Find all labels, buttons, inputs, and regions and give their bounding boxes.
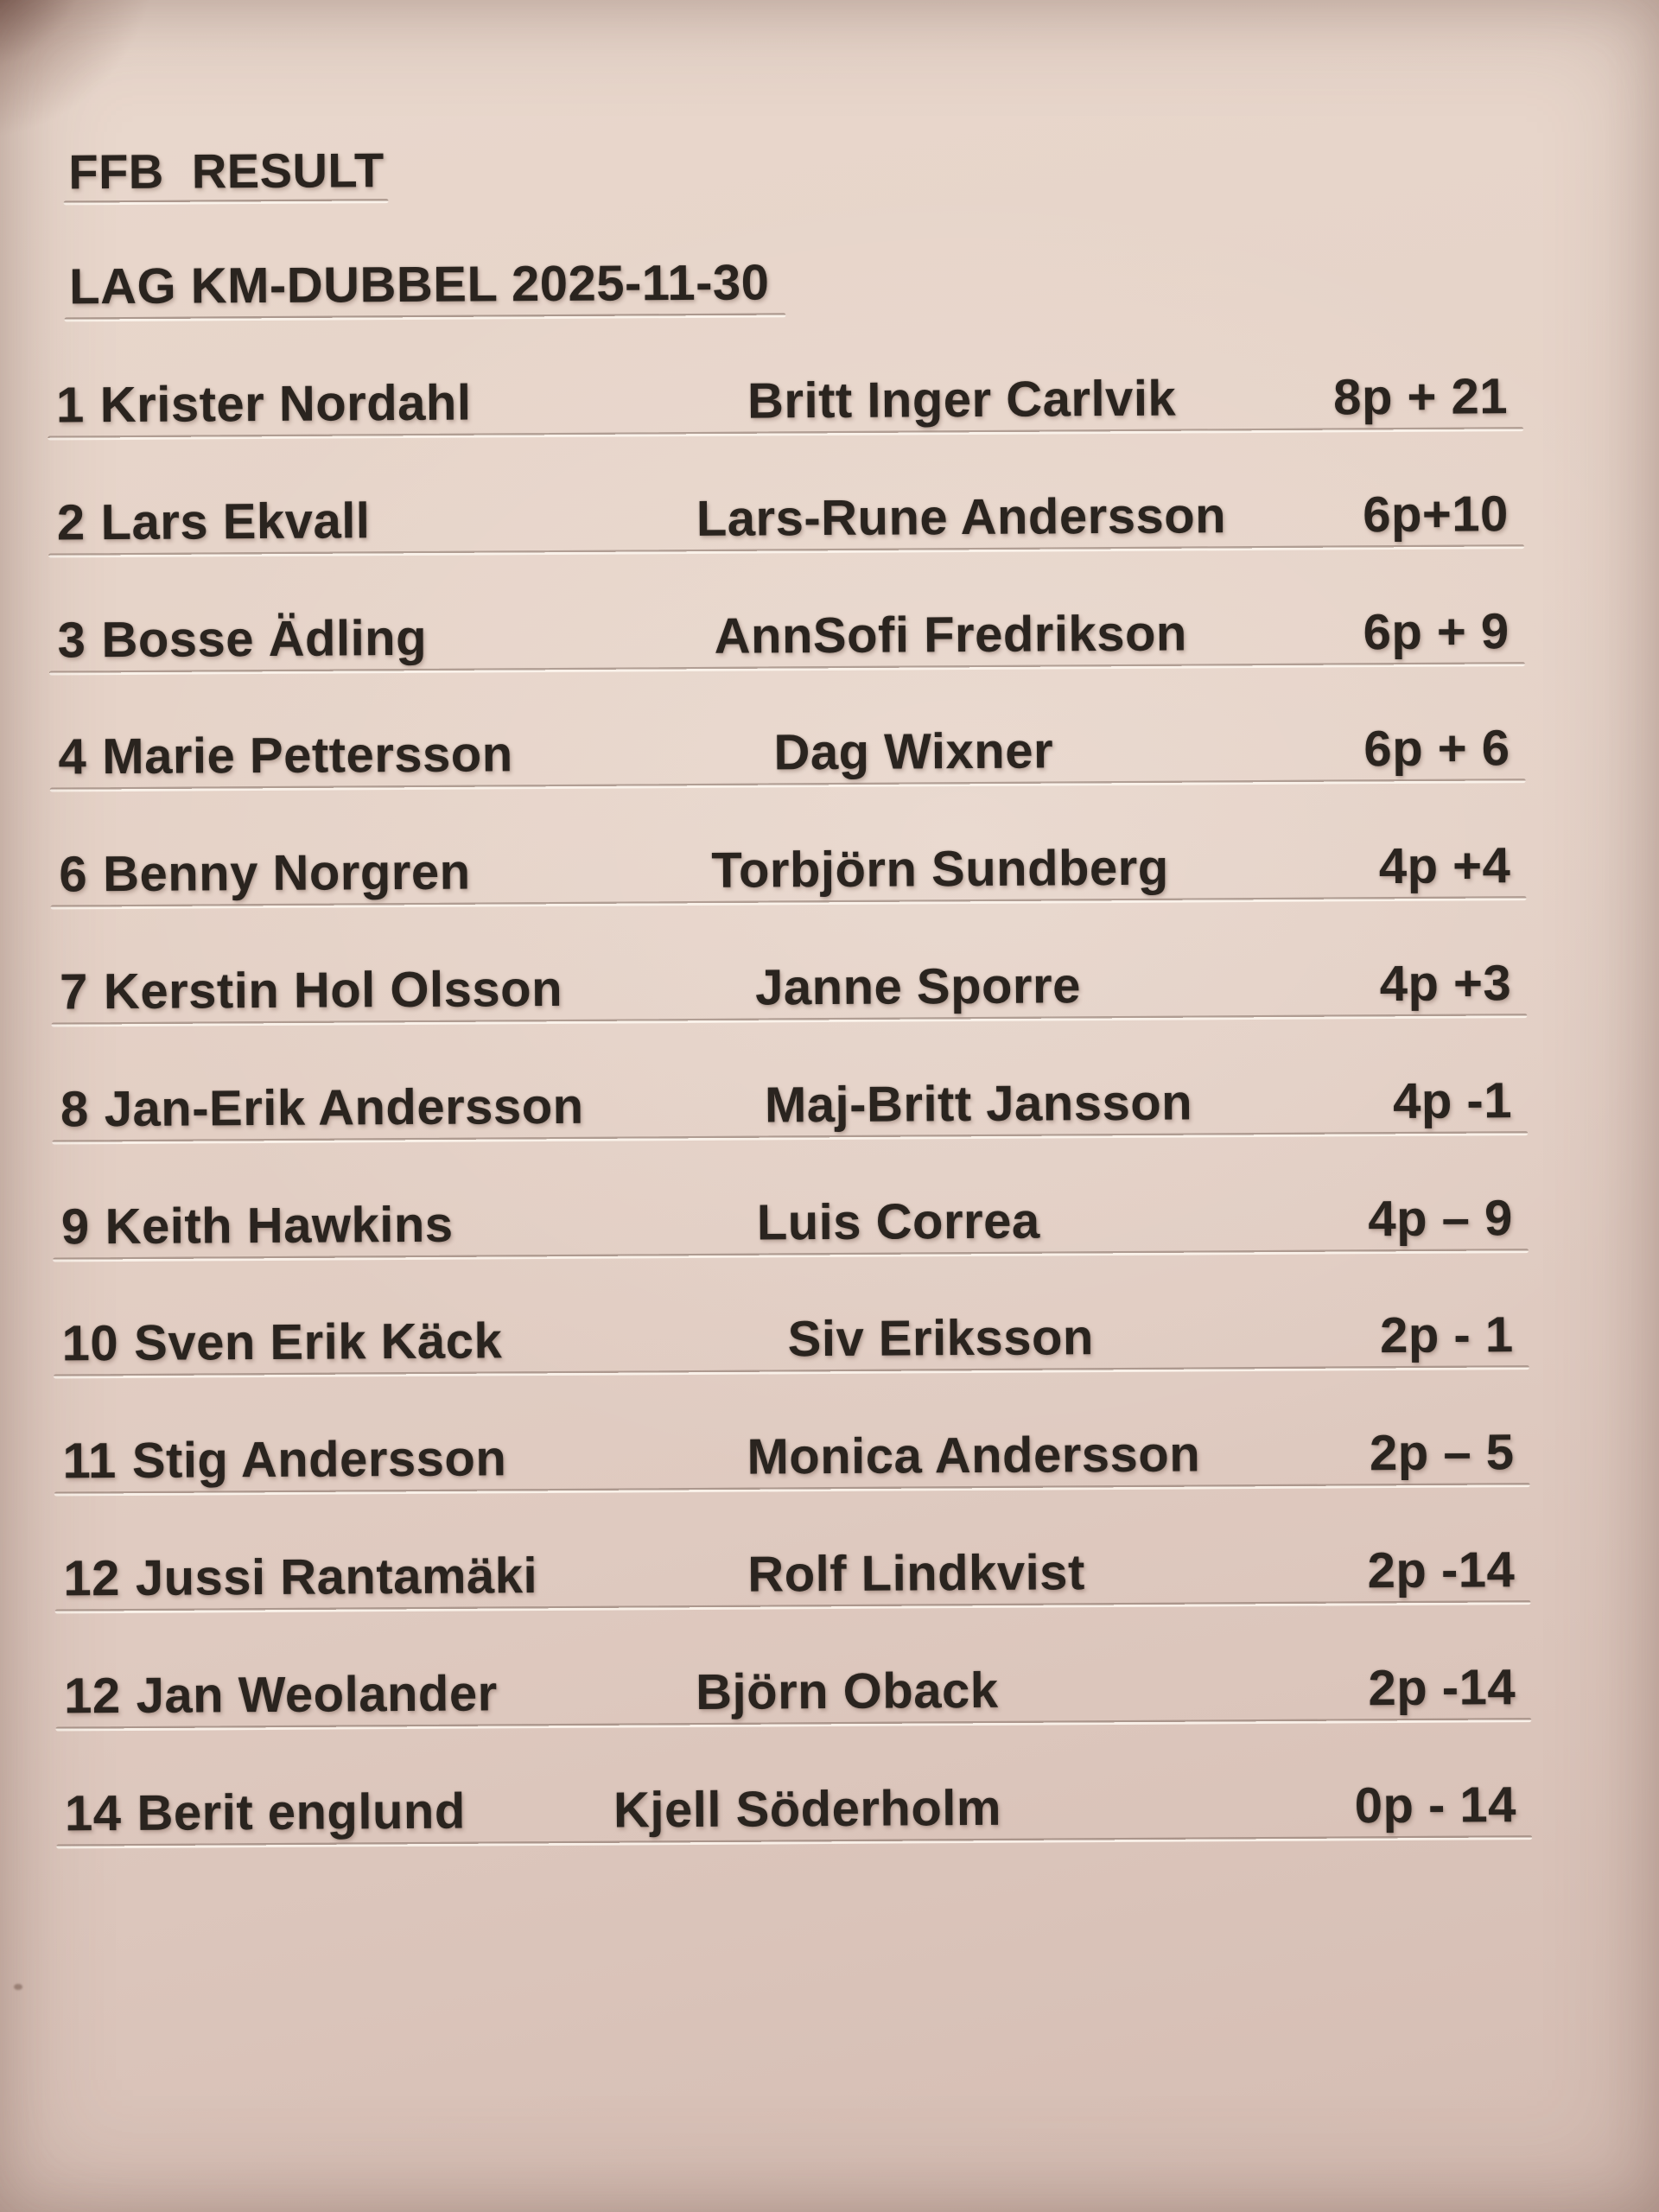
result-row: 12 Jussi Rantamäki Rolf Lindkvist 2p -14 — [63, 1541, 1516, 1618]
score-value: 2p -14 — [1368, 1659, 1516, 1717]
rank-number: 6 — [59, 846, 88, 903]
team-cell: 4 Marie Pettersson — [58, 726, 773, 785]
result-row: 10 Sven Erik Käck Siv Eriksson 2p - 1 — [61, 1306, 1514, 1382]
player1-name: Marie Pettersson — [102, 726, 513, 785]
player1-name: Krister Nordahl — [99, 374, 472, 434]
team-cell: 6 Benny Norgren — [59, 843, 711, 903]
score-value: 6p + 6 — [1363, 720, 1510, 778]
player2-name: Rolf Lindkvist — [747, 1544, 1085, 1603]
player1-name: Lars Ekvall — [100, 493, 371, 551]
result-row: 9 Keith Hawkins Luis Correa 4p – 9 — [61, 1190, 1514, 1266]
score-value: 4p +3 — [1379, 955, 1512, 1013]
result-row: 2 Lars Ekvall Lars-Rune Andersson 6p+10 — [57, 486, 1510, 562]
score-value: 8p + 21 — [1332, 368, 1509, 426]
player2-name: Kjell Söderholm — [613, 1779, 1002, 1839]
player2-name: AnnSofi Fredrikson — [714, 605, 1188, 664]
rank-number: 3 — [57, 612, 86, 669]
result-row: 3 Bosse Ädling AnnSofi Fredrikson 6p + 9 — [57, 603, 1510, 679]
player1-name: Jan Weolander — [136, 1665, 498, 1724]
player1-name: Sven Erik Käck — [133, 1313, 503, 1371]
rank-number: 4 — [58, 728, 87, 785]
result-row: 4 Marie Pettersson Dag Wixner 6p + 6 — [58, 720, 1510, 796]
score-value: 4p – 9 — [1368, 1190, 1514, 1248]
result-row: 11 Stig Andersson Monica Andersson 2p – 5 — [62, 1424, 1515, 1500]
team-cell: 9 Keith Hawkins — [61, 1197, 757, 1255]
result-row: 1 Krister Nordahl Britt Inger Carlvik 8p + … — [55, 368, 1509, 444]
team-cell: 2 Lars Ekvall — [57, 493, 696, 550]
player2-name: Lars-Rune Andersson — [696, 487, 1227, 547]
player2-name: Dag Wixner — [773, 722, 1054, 781]
result-row: 14 Berit englund Kjell Söderholm 0p - 14 — [64, 1777, 1517, 1853]
player1-name: Stig Andersson — [131, 1430, 507, 1489]
result-row: 12 Jan Weolander Björn Oback 2p -14 — [63, 1659, 1516, 1735]
rank-number: 2 — [56, 494, 86, 551]
player1-name: Kerstin Hol Olsson — [103, 960, 563, 1020]
team-cell: 10 Sven Erik Käck — [61, 1313, 787, 1372]
rank-number: 10 — [61, 1315, 119, 1372]
rank-number: 9 — [60, 1198, 90, 1255]
player1-name: Berit englund — [137, 1783, 466, 1841]
player2-name: Björn Oback — [695, 1662, 999, 1720]
score-value: 6p + 9 — [1363, 603, 1510, 661]
player2-name: Britt Inger Carlvik — [747, 370, 1177, 429]
team-cell: 12 Jussi Rantamäki — [63, 1548, 747, 1606]
score-value: 2p -14 — [1367, 1541, 1516, 1599]
player2-name: Monica Andersson — [747, 1426, 1201, 1485]
team-cell: 11 Stig Andersson — [62, 1430, 747, 1490]
team-cell: 1 Krister Nordahl — [55, 374, 747, 434]
player1-name: Jussi Rantamäki — [135, 1548, 538, 1606]
player2-name: Luis Correa — [756, 1192, 1040, 1251]
team-cell: 8 Jan-Erik Andersson — [60, 1077, 765, 1138]
result-row: 6 Benny Norgren Torbjörn Sundberg 4p +4 — [59, 837, 1511, 913]
score-value: 4p -1 — [1392, 1072, 1513, 1130]
score-value: 6p+10 — [1363, 486, 1510, 543]
player1-name: Keith Hawkins — [105, 1196, 454, 1255]
rank-number: 1 — [55, 377, 85, 434]
paper-speck — [14, 1984, 22, 1990]
team-cell: 7 Kerstin Hol Olsson — [59, 960, 755, 1020]
rank-number: 7 — [59, 963, 89, 1020]
player1-name: Jan-Erik Andersson — [104, 1077, 584, 1138]
score-value: 0p - 14 — [1354, 1777, 1517, 1834]
result-row: 8 Jan-Erik Andersson Maj-Britt Jansson 4p -… — [60, 1072, 1513, 1148]
team-cell: 12 Jan Weolander — [63, 1665, 696, 1725]
score-value: 4p +4 — [1378, 837, 1511, 895]
player1-name: Bosse Ädling — [101, 609, 428, 669]
player2-name: Maj-Britt Jansson — [764, 1074, 1193, 1134]
rank-number: 12 — [63, 1668, 121, 1725]
result-row: 7 Kerstin Hol Olsson Janne Sporre 4p +3 — [59, 955, 1512, 1031]
player2-name: Torbjörn Sundberg — [711, 839, 1169, 899]
rank-number: 12 — [63, 1550, 121, 1607]
rank-number: 8 — [60, 1081, 89, 1138]
score-value: 2p - 1 — [1379, 1306, 1514, 1364]
rank-number: 14 — [64, 1785, 122, 1842]
player1-name: Benny Norgren — [102, 843, 471, 903]
team-cell: 3 Bosse Ädling — [57, 609, 715, 669]
player2-name: Siv Eriksson — [787, 1309, 1095, 1368]
player2-name: Janne Sporre — [754, 957, 1082, 1016]
rank-number: 11 — [62, 1433, 118, 1490]
score-value: 2p – 5 — [1369, 1424, 1515, 1482]
team-cell: 14 Berit englund — [64, 1783, 613, 1842]
